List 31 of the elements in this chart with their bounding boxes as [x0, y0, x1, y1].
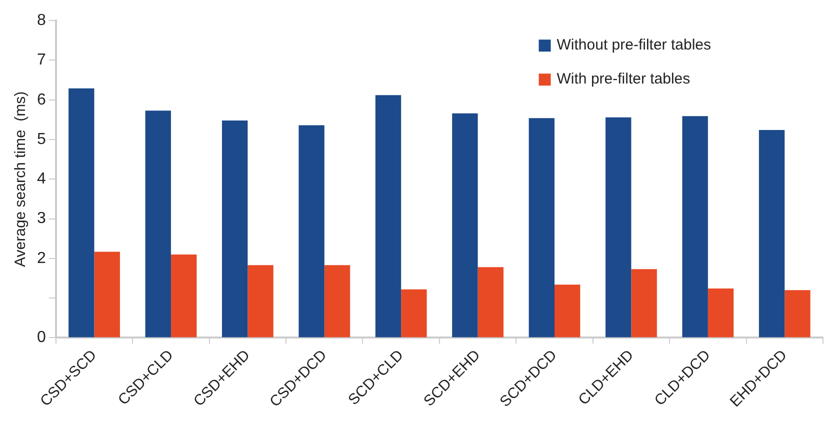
bar: [758, 130, 785, 338]
bar: [401, 289, 427, 338]
bar: [554, 284, 580, 338]
y-tick-label: 8: [36, 12, 46, 30]
bar: [478, 267, 504, 338]
bar: [94, 252, 120, 338]
bar: [170, 254, 197, 338]
bar: [452, 113, 478, 338]
y-tick-label: 5: [36, 130, 46, 148]
y-axis-title: Average search time (ms): [12, 91, 30, 267]
bar: [248, 265, 274, 338]
bar: [682, 116, 708, 338]
bar: [631, 269, 657, 338]
bar: [298, 125, 324, 338]
bar: [324, 265, 350, 338]
y-tick-label: 2: [36, 250, 46, 267]
bar: [606, 117, 632, 338]
y-tick-label: 0: [36, 329, 46, 346]
bar: [68, 88, 94, 338]
bar: [708, 288, 734, 338]
bar: [528, 118, 555, 338]
bar: [145, 110, 171, 338]
bar: [222, 120, 248, 338]
y-tick-label: 4: [36, 170, 46, 188]
y-tick-label: 7: [36, 52, 46, 69]
legend-label: Without pre-filter tables: [556, 36, 712, 54]
bar: [375, 95, 402, 338]
y-tick-label: 3: [36, 210, 46, 228]
legend-label: With pre-filter tables: [556, 70, 690, 88]
y-tick-label: 6: [36, 91, 46, 108]
bar: [784, 290, 810, 338]
